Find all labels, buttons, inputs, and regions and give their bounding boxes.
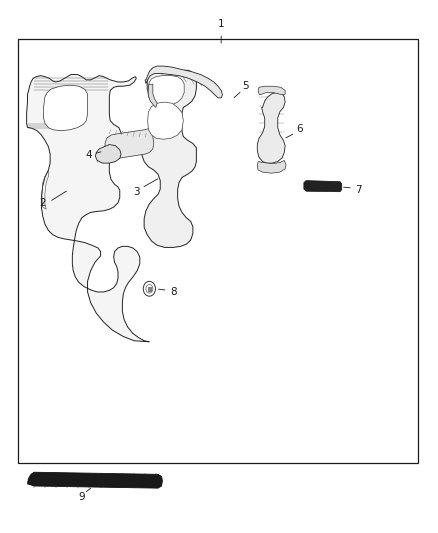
Polygon shape <box>44 85 88 131</box>
Polygon shape <box>148 102 184 139</box>
Text: 1: 1 <box>218 19 225 29</box>
Polygon shape <box>27 75 149 342</box>
Text: 7: 7 <box>355 184 362 195</box>
Polygon shape <box>258 86 285 95</box>
Polygon shape <box>257 160 286 173</box>
Text: 5: 5 <box>242 81 248 91</box>
Polygon shape <box>257 93 285 163</box>
Polygon shape <box>304 181 342 192</box>
Text: 4: 4 <box>85 150 92 160</box>
Bar <box>18 38 418 463</box>
Text: 3: 3 <box>133 187 140 197</box>
Polygon shape <box>105 124 154 158</box>
Polygon shape <box>141 69 196 247</box>
Polygon shape <box>95 144 121 163</box>
Text: 9: 9 <box>78 492 85 502</box>
Polygon shape <box>145 66 223 98</box>
Polygon shape <box>148 84 157 108</box>
Text: 6: 6 <box>296 124 303 134</box>
Text: 2: 2 <box>39 198 46 208</box>
Polygon shape <box>28 472 162 488</box>
Text: 8: 8 <box>170 287 177 297</box>
Polygon shape <box>148 76 184 107</box>
Bar <box>148 287 151 291</box>
